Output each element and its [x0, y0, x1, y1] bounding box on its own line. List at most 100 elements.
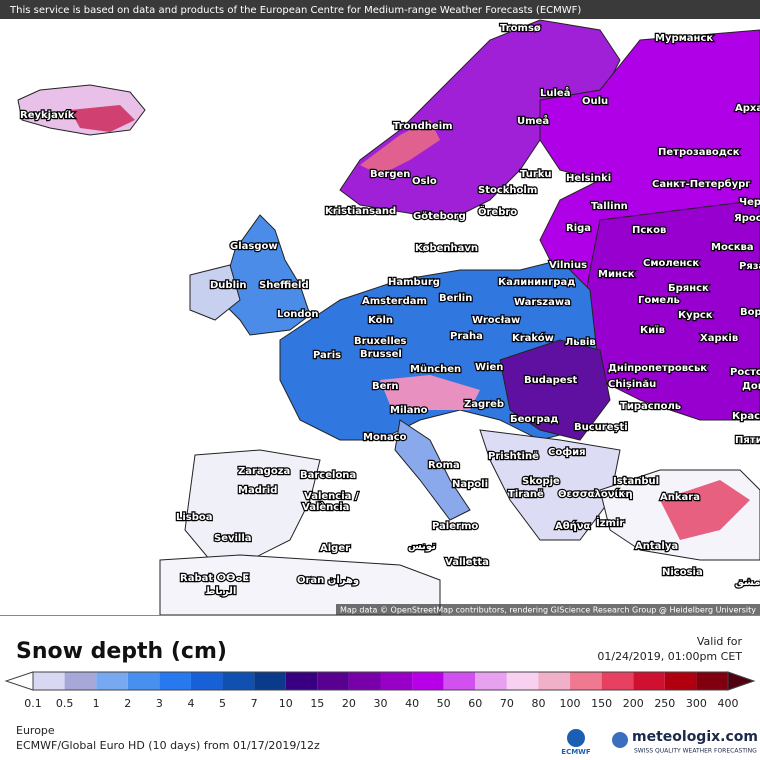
- colorbar-bin: [222, 672, 255, 690]
- city-label: Петрозаводск: [658, 147, 740, 158]
- city-label: Chișinău: [608, 379, 656, 390]
- city-label: Valletta: [445, 557, 489, 568]
- city-label: Ряза: [739, 261, 760, 272]
- city-label: Яросл: [734, 213, 760, 224]
- city-label: Berlin: [439, 293, 472, 304]
- ecmwf-logo: [567, 729, 585, 747]
- colorbar-bin: [96, 672, 128, 690]
- colorbar-label: 40: [405, 697, 419, 710]
- city-label: Арха: [735, 103, 760, 114]
- colorbar-bin: [601, 672, 634, 690]
- colorbar-bin: [506, 672, 539, 690]
- city-label: Brussel: [360, 349, 402, 360]
- colorbar-label: 80: [531, 697, 545, 710]
- city-label: Trondheim: [393, 121, 453, 132]
- model-run: ECMWF/Global Euro HD (10 days) from 01/1…: [16, 739, 320, 752]
- city-label: Αθήνα: [555, 520, 591, 532]
- city-label: Milano: [390, 405, 428, 416]
- city-label: Bergen: [370, 169, 410, 180]
- header-bar: [0, 0, 760, 19]
- attribution: Map data © OpenStreetMap contributors, r…: [340, 606, 756, 615]
- city-label: الرباط: [205, 586, 236, 597]
- colorbar-label: 50: [437, 697, 451, 710]
- city-label: Bruxelles: [354, 336, 407, 347]
- city-label: Umeå: [517, 114, 549, 127]
- city-label: Monaco: [363, 432, 407, 443]
- attribution-bg: [336, 604, 760, 615]
- city-label: Wrocław: [472, 315, 520, 326]
- city-label: Санкт-Петербург: [652, 178, 751, 190]
- city-label: København: [415, 243, 478, 254]
- city-label: Zaragoza: [238, 466, 290, 477]
- city-label: Калининград: [498, 277, 575, 288]
- colorbar-bin: [664, 672, 697, 690]
- colorbar-bin: [190, 672, 223, 690]
- city-label: Amsterdam: [362, 296, 427, 307]
- city-label: London: [277, 309, 319, 320]
- notice: This service is based on data and produc…: [9, 5, 581, 16]
- city-label: Tallinn: [591, 201, 628, 212]
- city-label: Kristiansand: [325, 206, 396, 217]
- colorbar-bin: [33, 672, 65, 690]
- city-label: Roma: [428, 460, 460, 471]
- city-label: Riga: [566, 223, 591, 234]
- colorbar-label: 150: [591, 697, 612, 710]
- colorbar: 0.1 0.5 1 2 3 4 5 7 10 15 20 30 40 50 60 70 80 100 150 200 2…: [4, 671, 756, 710]
- colorbar-bin: [285, 672, 318, 690]
- colorbar-bin: [696, 672, 728, 690]
- city-label: Hamburg: [388, 277, 440, 288]
- city-label: Örebro: [478, 204, 517, 218]
- colorbar-label: 0.1: [24, 697, 42, 710]
- city-label: Bern: [372, 381, 398, 392]
- colorbar-label: 7: [251, 697, 258, 710]
- brand: meteologix.com: [632, 729, 758, 745]
- city-label: Tiranë: [508, 489, 544, 500]
- colorbar-bin: [412, 672, 444, 690]
- colorbar-label: 30: [374, 697, 388, 710]
- city-label: Sevilla: [214, 533, 252, 544]
- city-label: Ворон: [740, 307, 760, 318]
- city-label: București: [574, 422, 628, 433]
- colorbar-bin: [443, 672, 476, 690]
- colorbar-label: 0.5: [56, 697, 74, 710]
- colorbar-bin: [159, 672, 191, 690]
- land: [17, 19, 760, 616]
- city-label: Тирасполь: [620, 401, 681, 412]
- city-label: Львів: [565, 337, 596, 348]
- city-label: Palermo: [432, 521, 478, 532]
- city-label: Valencia /: [304, 491, 359, 502]
- city-label: Warszawa: [514, 297, 571, 308]
- colorbar-label: 1: [93, 697, 100, 710]
- colorbar-label: 10: [279, 697, 293, 710]
- colorbar-label: 200: [623, 697, 644, 710]
- colorbar-high-end: [727, 671, 756, 691]
- city-label: Минск: [598, 269, 635, 280]
- city-label: Мурманск: [655, 33, 713, 44]
- colorbar-label: 60: [468, 697, 482, 710]
- city-label: Красно: [732, 411, 760, 422]
- city-label: Sheffield: [259, 280, 309, 291]
- ecmwf-text: ECMWF: [561, 748, 591, 756]
- colorbar-bin: [254, 672, 286, 690]
- city-label: València: [302, 501, 349, 513]
- city-label: Luleå: [540, 86, 570, 99]
- city-label: Смоленск: [643, 258, 699, 269]
- city-label: Псков: [632, 225, 666, 236]
- colorbar-bin: [64, 672, 97, 690]
- city-label: تونس: [408, 541, 436, 552]
- city-label: Москва: [711, 242, 754, 253]
- colorbar-label: 3: [156, 697, 163, 710]
- colorbar-label: 15: [310, 697, 324, 710]
- valid-time: 01/24/2019, 01:00pm CET: [597, 650, 742, 663]
- city-label: Vilnius: [549, 260, 587, 271]
- city-label: Madrid: [238, 485, 277, 496]
- colorbar-bin: [633, 672, 665, 690]
- city-label: Barcelona: [300, 470, 356, 481]
- city-label: Dublin: [210, 280, 247, 291]
- colorbar-label: 100: [560, 697, 581, 710]
- city-label: Reykjavík: [20, 109, 75, 121]
- city-label: Turku: [520, 169, 552, 180]
- colorbar-label: 250: [654, 697, 675, 710]
